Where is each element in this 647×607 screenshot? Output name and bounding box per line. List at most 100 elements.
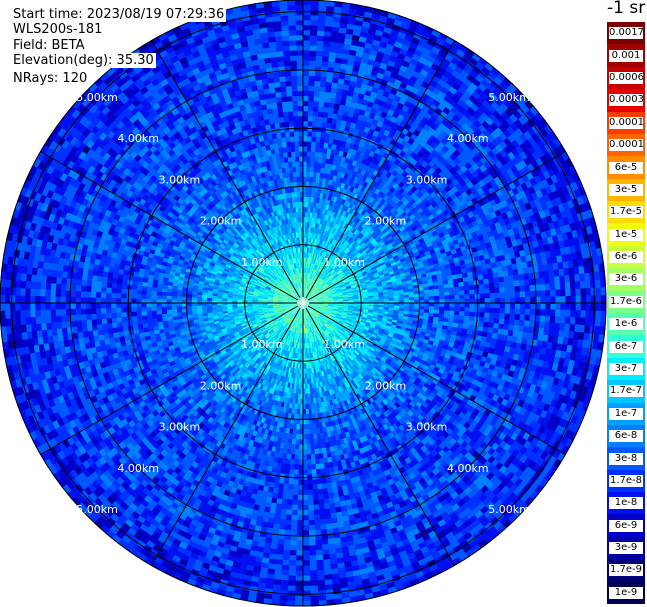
beta-cell <box>306 288 309 294</box>
beta-cell <box>274 311 280 314</box>
beta-cell <box>298 288 301 294</box>
beta-cell <box>284 323 289 328</box>
beta-cell <box>291 321 295 327</box>
beta-cell <box>318 304 324 306</box>
beta-cell <box>311 286 316 291</box>
beta-cell <box>273 310 279 313</box>
beta-cell <box>288 306 294 309</box>
beta-cell <box>282 305 289 307</box>
beta-cell <box>293 304 299 308</box>
beta-cell <box>282 300 288 302</box>
beta-cell <box>297 288 300 294</box>
beta-cell <box>290 293 296 297</box>
beta-cell <box>317 296 323 299</box>
beta-cell <box>322 295 328 298</box>
beta-cell <box>288 306 294 310</box>
beta-cell <box>282 304 288 306</box>
beta-cell <box>287 289 292 294</box>
beta-cell <box>312 306 318 310</box>
beta-cell <box>305 288 308 294</box>
beta-cell <box>296 317 299 323</box>
beta-cell <box>285 323 290 329</box>
beta-cell <box>278 309 285 313</box>
beta-cell <box>322 309 328 312</box>
beta-cell <box>272 305 278 307</box>
beta-cell <box>296 322 299 328</box>
beta-cell <box>292 300 299 302</box>
beta-cell <box>293 321 296 327</box>
beta-cell <box>272 306 279 309</box>
beta-cell <box>292 300 299 302</box>
beta-cell <box>283 285 288 290</box>
beta-cell <box>297 283 300 289</box>
beta-cell <box>313 313 318 318</box>
beta-cell <box>272 306 279 308</box>
beta-cell <box>275 288 281 292</box>
beta-cell <box>287 304 294 307</box>
beta-cell <box>296 312 300 318</box>
beta-cell <box>308 311 312 317</box>
beta-cell <box>300 292 302 299</box>
beta-cell <box>317 323 322 328</box>
beta-cell <box>308 316 312 323</box>
beta-cell <box>272 298 279 300</box>
beta-cell <box>296 294 301 299</box>
beta-cell <box>317 297 323 300</box>
beta-cell <box>295 278 298 284</box>
beta-cell <box>278 293 285 297</box>
beta-cell <box>299 293 302 299</box>
beta-cell <box>303 292 305 298</box>
beta-cell <box>297 327 300 334</box>
beta-cell <box>286 318 291 324</box>
beta-cell <box>313 325 317 331</box>
beta-cell <box>295 278 298 284</box>
beta-cell <box>282 304 288 307</box>
beta-cell <box>309 316 313 322</box>
beta-cell <box>285 291 291 296</box>
beta-cell <box>282 286 288 291</box>
beta-cell <box>288 313 293 319</box>
beta-cell <box>301 292 303 298</box>
beta-cell <box>292 304 299 306</box>
beta-cell <box>309 290 313 296</box>
beta-cell <box>275 313 281 317</box>
beta-cell <box>310 292 315 297</box>
beta-cell <box>293 284 297 290</box>
beta-cell <box>307 312 310 318</box>
beta-cell <box>303 308 305 314</box>
beta-cell <box>322 308 328 311</box>
beta-cell <box>300 318 302 324</box>
beta-cell <box>283 306 289 309</box>
beta-cell <box>288 287 293 292</box>
beta-cell <box>273 309 279 312</box>
beta-cell <box>317 298 324 301</box>
beta-cell <box>323 299 329 301</box>
beta-cell <box>309 310 314 315</box>
beta-cell <box>306 288 309 294</box>
beta-cell <box>301 318 303 324</box>
beta-cell <box>293 278 297 285</box>
beta-cell <box>312 307 318 310</box>
beta-cell <box>306 295 311 300</box>
beta-cell <box>312 299 319 301</box>
beta-cell <box>296 294 300 300</box>
beta-cell <box>301 297 303 303</box>
beta-cell <box>280 281 286 286</box>
beta-cell <box>306 296 312 300</box>
beta-cell <box>307 299 313 302</box>
beta-cell <box>307 311 311 317</box>
beta-cell <box>277 300 283 302</box>
beta-cell <box>306 294 310 300</box>
beta-cell <box>280 290 286 294</box>
beta-cell <box>297 301 303 303</box>
beta-cell <box>303 282 305 288</box>
beta-cell <box>294 306 300 310</box>
beta-cell <box>286 311 291 316</box>
beta-cell <box>313 300 319 302</box>
beta-cell <box>304 293 308 299</box>
beta-cell <box>322 294 328 297</box>
beta-cell <box>300 323 302 329</box>
beta-cell <box>298 282 300 289</box>
beta-cell <box>288 307 294 310</box>
beta-cell <box>272 307 279 310</box>
